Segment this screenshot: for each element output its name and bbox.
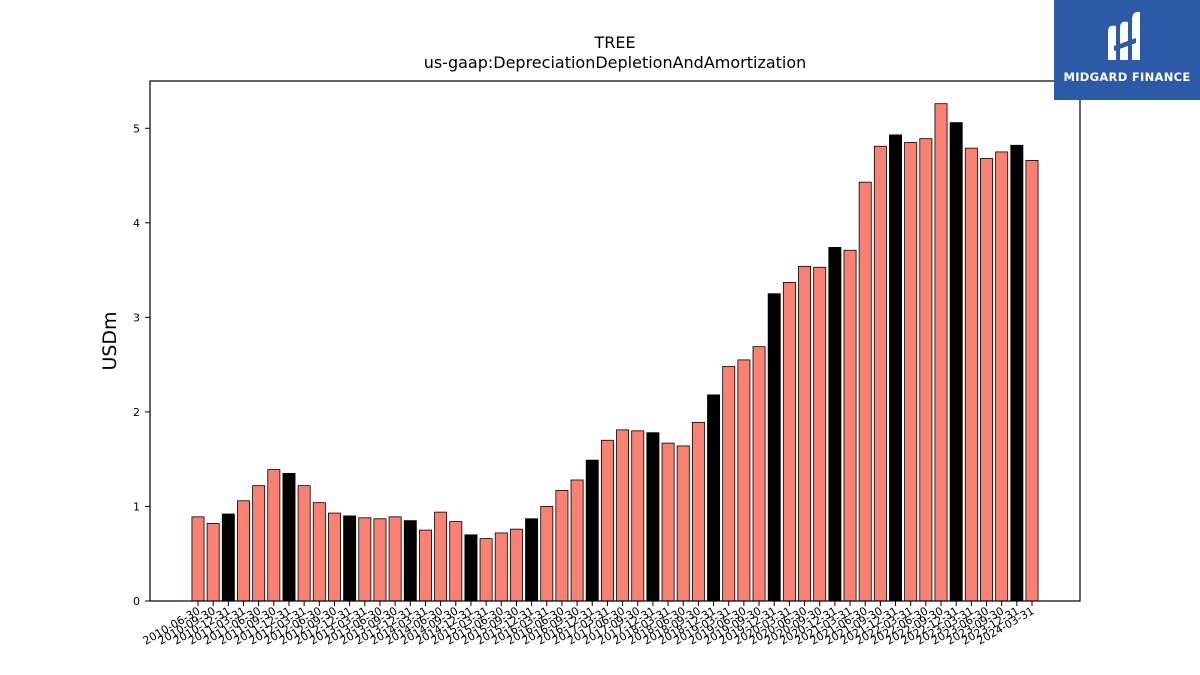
bar-2013-12-31 — [403, 520, 417, 602]
y-axis: 0 1 2 3 4 5 — [133, 122, 150, 608]
midgard-finance-logo: MIDGARD FINANCE — [1054, 0, 1200, 100]
bar-2023-06-30 — [980, 158, 993, 602]
bar-2015-06-30 — [494, 532, 508, 602]
bar-2023-03-31 — [964, 147, 978, 602]
bar-2012-12-31 — [343, 515, 357, 602]
y-tick-label: 4 — [133, 217, 140, 230]
bar-2016-03-31 — [540, 506, 554, 602]
bar-2016-09-30 — [570, 479, 584, 602]
bar-2021-06-30 — [858, 181, 872, 602]
bar-2012-06-30 — [312, 502, 326, 602]
bar-2020-09-30 — [813, 266, 827, 602]
bar-2020-03-31 — [782, 281, 796, 602]
bar-2018-06-30 — [676, 445, 690, 602]
bar-2018-12-31 — [707, 394, 721, 602]
bar-2024-03-31 — [1025, 160, 1039, 602]
bar-2018-09-30 — [691, 421, 705, 602]
bar-2019-03-31 — [722, 366, 736, 602]
bar-2020-06-30 — [798, 265, 812, 602]
plot-frame — [149, 80, 1081, 602]
bar-2010-06-30 — [191, 516, 205, 602]
bar-2021-12-31 — [889, 134, 902, 602]
bar-2015-09-30 — [509, 528, 523, 602]
bar-2023-09-30 — [995, 151, 1009, 602]
chart-subtitle: us-gaap:DepreciationDepletionAndAmortiza… — [423, 53, 807, 72]
bar-2016-12-31 — [585, 459, 599, 602]
bar-2021-09-30 — [873, 145, 887, 602]
bar-2011-09-30 — [267, 469, 281, 602]
bar-2021-03-31 — [843, 249, 857, 602]
y-tick-label: 2 — [133, 406, 140, 419]
bar-2011-12-31 — [282, 472, 296, 602]
bar-2013-06-30 — [373, 518, 387, 602]
bar-2016-06-30 — [555, 489, 569, 602]
bar-2014-06-30 — [434, 511, 448, 602]
y-tick-label: 3 — [133, 311, 140, 324]
y-tick-label: 0 — [133, 595, 140, 608]
bar-2018-03-31 — [661, 442, 675, 602]
bar-2010-09-30 — [206, 523, 220, 602]
bar-2017-12-31 — [646, 432, 660, 602]
bar-2015-12-31 — [525, 518, 539, 602]
bar-2010-12-31 — [221, 513, 235, 602]
bar-2022-03-31 — [904, 142, 918, 602]
bar-2023-12-31 — [1010, 144, 1024, 602]
bar-2012-09-30 — [328, 512, 341, 602]
bar-2017-09-30 — [631, 430, 645, 602]
bar-2022-12-31 — [949, 122, 963, 602]
logo-text: MIDGARD FINANCE — [1063, 70, 1191, 84]
bar-2017-06-30 — [616, 429, 630, 602]
midgard-logo-icon — [1108, 11, 1140, 61]
bar-2020-12-31 — [828, 246, 842, 602]
bar-2011-06-30 — [252, 485, 266, 602]
bar-2013-09-30 — [388, 516, 402, 602]
bars-group — [191, 103, 1039, 602]
bar-2015-03-31 — [479, 538, 493, 602]
chart-title: TREE — [594, 33, 636, 52]
bar-2019-12-31 — [767, 293, 781, 602]
bar-2019-06-30 — [737, 359, 751, 602]
bar-2017-03-31 — [600, 439, 614, 602]
bar-2013-03-31 — [358, 517, 372, 602]
bar-2019-09-30 — [752, 346, 766, 602]
y-tick-label: 5 — [133, 122, 140, 135]
bar-2014-03-31 — [418, 529, 432, 602]
y-tick-label: 1 — [133, 500, 140, 513]
bar-2011-03-31 — [237, 500, 250, 602]
bar-2014-09-30 — [449, 521, 463, 602]
bar-2022-06-30 — [919, 138, 933, 602]
bar-2014-12-31 — [464, 534, 478, 602]
bar-2012-03-31 — [297, 485, 311, 602]
bar-2022-09-30 — [934, 103, 948, 602]
x-axis: 2010-06-302010-09-302010-12-312011-03-31… — [141, 601, 1037, 648]
